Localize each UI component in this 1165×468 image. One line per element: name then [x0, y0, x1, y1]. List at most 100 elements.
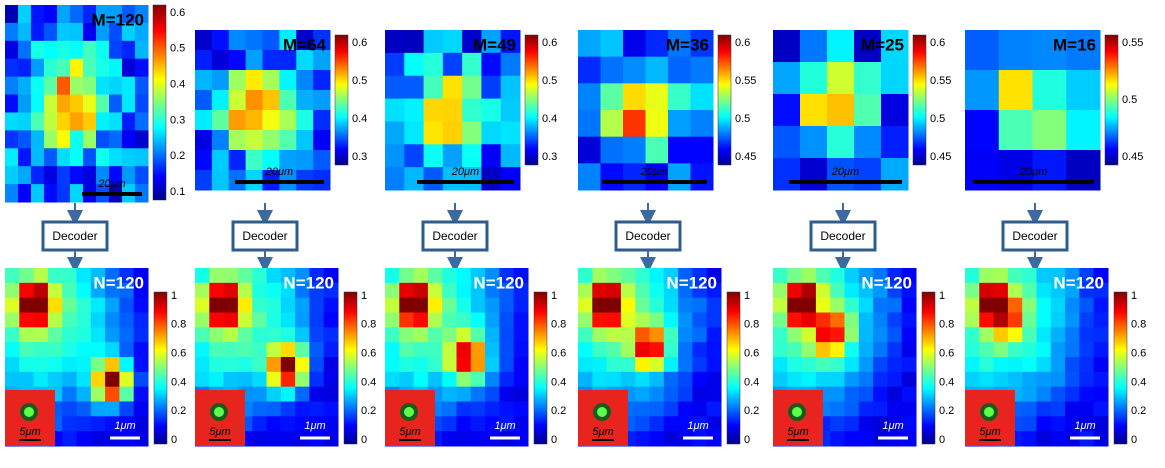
heatmap-cell [1093, 416, 1109, 432]
heatmap-cell [44, 76, 58, 96]
heatmap-cell [1050, 312, 1066, 328]
heatmap-cell [47, 371, 63, 388]
heatmap-cell [470, 386, 486, 402]
heatmap-cell [423, 121, 444, 145]
colorbar [153, 291, 168, 445]
heatmap-cell [266, 371, 282, 388]
heatmap-cell [1093, 268, 1109, 284]
heatmap-cell [109, 130, 123, 149]
heatmap-cell [649, 342, 665, 358]
measurement-label: M=64 [283, 35, 327, 54]
heatmap-cell [33, 371, 49, 388]
heatmap-cell [280, 282, 296, 299]
heatmap-cell [1036, 342, 1052, 358]
heatmap-cell [901, 282, 917, 299]
heatmap-cell [663, 431, 679, 447]
heatmap-cell [31, 184, 45, 203]
heatmap-cell [830, 297, 845, 313]
heatmap-cell [578, 312, 593, 328]
heatmap-cell [470, 416, 486, 432]
heatmap-cell [481, 167, 502, 191]
heatmap-cell [499, 357, 515, 373]
heatmap-cell [901, 371, 917, 388]
heatmap-cell [1093, 357, 1109, 373]
heatmap-cell [31, 22, 45, 42]
heatmap-cell [668, 83, 691, 111]
heatmap-cell [481, 121, 502, 145]
heatmap-cell [5, 184, 19, 203]
colorbar-tick-label: 0.4 [744, 376, 759, 388]
heatmap-cell [854, 158, 882, 191]
heatmap-cell [858, 312, 874, 328]
heatmap-cell [427, 357, 443, 373]
heatmap-cell [1093, 297, 1109, 313]
heatmap-cell [993, 357, 1009, 373]
heatmap-cell [500, 75, 521, 100]
heatmap-cell [96, 58, 110, 78]
heatmap-cell [844, 416, 860, 432]
heatmap-cell [209, 282, 225, 299]
heatmap-cell [678, 297, 693, 313]
heatmap-cell [692, 297, 708, 313]
heatmap-cell [309, 312, 325, 328]
colorbar [1113, 291, 1128, 445]
heatmap-cell [513, 416, 529, 432]
heatmap-cell [122, 76, 136, 96]
colorbar-tick-label: 0.3 [352, 151, 367, 163]
heatmap-cell [70, 22, 84, 42]
heatmap-cell [485, 268, 500, 284]
heatmap-cell [830, 371, 845, 388]
heatmap-cell [90, 401, 106, 417]
heatmap-cell [979, 357, 995, 373]
heatmap-cell [578, 83, 601, 111]
heatmap-cell [135, 148, 149, 167]
heatmap-cell [109, 40, 123, 60]
heatmap-cell [462, 121, 482, 145]
heatmap-cell [993, 342, 1009, 358]
heatmap-cell [706, 371, 722, 388]
heatmap-cell [1050, 282, 1066, 299]
colorbar [152, 4, 167, 201]
heatmap-cell [313, 30, 331, 51]
heatmap-cell [663, 386, 679, 402]
heatmap-cell [649, 312, 665, 328]
heatmap-cell [399, 371, 415, 388]
decoder-label: Decoder [1012, 229, 1057, 243]
colorbar [921, 291, 936, 445]
heatmap-cell [1036, 327, 1052, 343]
heatmap-cell [635, 357, 650, 373]
heatmap-cell [692, 401, 708, 417]
heatmap-cell [844, 431, 860, 447]
heatmap-cell [223, 342, 239, 358]
heatmap-cell [979, 282, 995, 299]
heatmap-cell [252, 268, 267, 284]
colorbar-tick-label: 0.4 [551, 376, 566, 388]
heatmap-cell [815, 268, 831, 284]
heatmap-cell [223, 312, 239, 328]
heatmap-cell [119, 327, 135, 343]
heatmap-cell [62, 327, 77, 343]
heatmap-cell [499, 312, 515, 328]
heatmap-cell [44, 112, 58, 131]
heatmap-cell [195, 327, 210, 343]
heatmap-cell [592, 282, 608, 299]
colorbar-tick-label: 0.6 [1131, 348, 1146, 360]
heatmap-cell [295, 386, 310, 402]
heatmap-cell [70, 94, 84, 113]
colorbar-tick-label: 1 [551, 290, 557, 302]
scale-bar-label: 1μm [114, 420, 135, 432]
heatmap-cell [442, 282, 457, 299]
heatmap-cell [5, 94, 19, 113]
heatmap-cell [881, 94, 909, 127]
heatmap-cell [649, 386, 665, 402]
heatmap-cell [295, 357, 310, 373]
inset-spot [404, 407, 414, 417]
heatmap-cell [635, 342, 650, 358]
heatmap-cell [998, 70, 1033, 111]
colorbar-tick-label: 0.5 [735, 113, 750, 125]
heatmap-cell [1093, 342, 1109, 358]
scale-bar-label: 1μm [882, 420, 903, 432]
inset-scale-label: 5μm [787, 426, 808, 438]
colorbar-tick-label: 0.55 [735, 75, 756, 87]
heatmap-cell [1050, 342, 1066, 358]
